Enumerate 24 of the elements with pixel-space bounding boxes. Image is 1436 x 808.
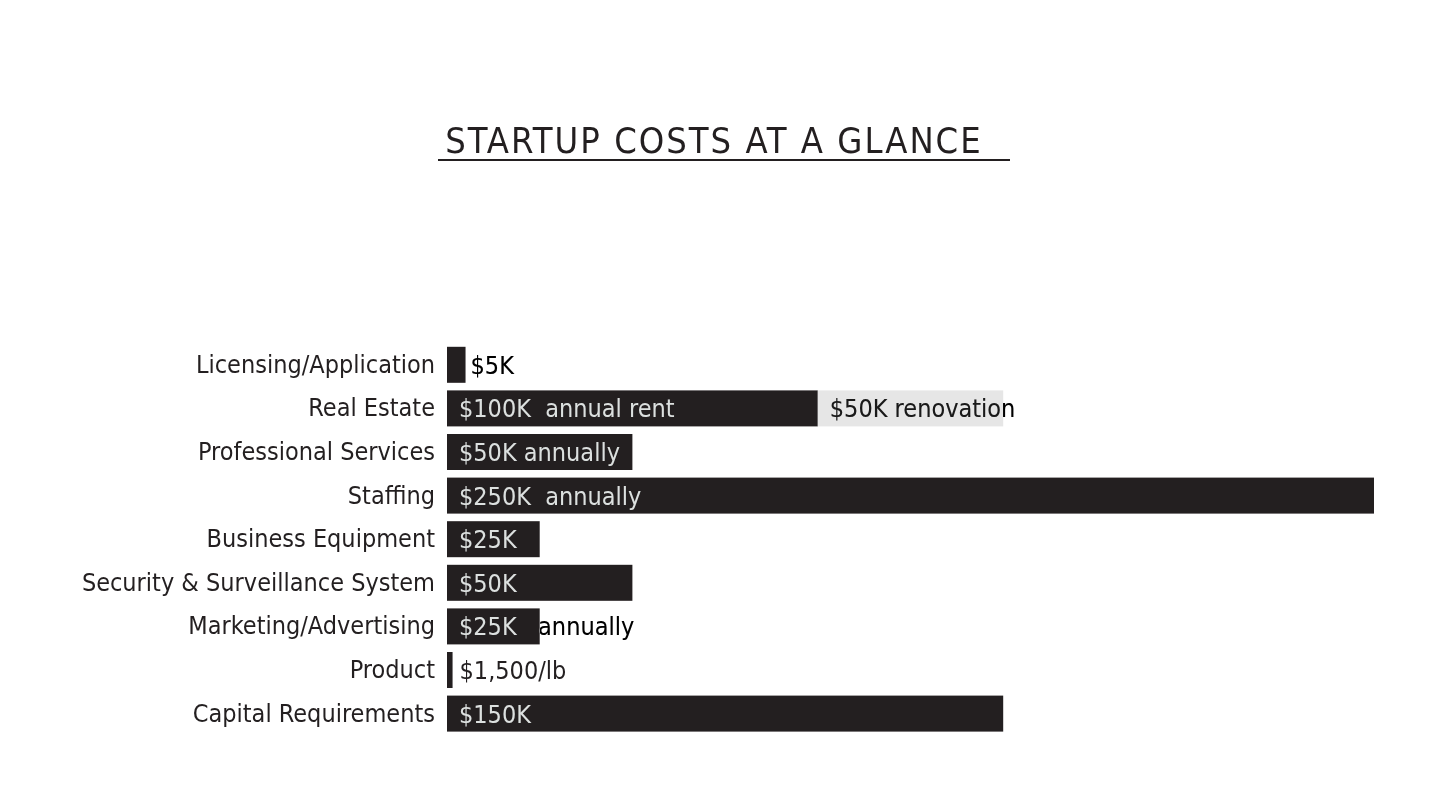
- bar: [447, 652, 453, 688]
- data-label: $150K: [459, 699, 533, 729]
- bar: [447, 346, 466, 383]
- data-label: $50K: [459, 568, 518, 598]
- y-tick-label: Marketing/Advertising: [188, 611, 435, 641]
- y-tick-label: Licensing/Application: [195, 349, 435, 379]
- y-tick-label: Security & Surveillance System: [81, 567, 435, 597]
- data-label: $50K annually: [459, 438, 620, 467]
- data-label: $50K renovation: [829, 394, 1016, 424]
- annotation: $1,500/lb: [459, 656, 567, 685]
- bar: [447, 564, 633, 601]
- y-tick-label: Business Equipment: [206, 524, 436, 554]
- chart-title: STARTUP COSTS AT A GLANCE: [445, 120, 983, 161]
- y-tick-label: Professional Services: [197, 437, 435, 466]
- y-tick-label: Staffing: [347, 480, 435, 510]
- data-label: $100K annual rent: [459, 394, 675, 424]
- data-label: $5K: [470, 350, 516, 380]
- data-label: $250K annually: [459, 481, 642, 511]
- data-label: $25K: [459, 525, 518, 555]
- y-tick-label: Capital Requirements: [192, 698, 435, 728]
- bar: [447, 477, 1374, 514]
- y-tick-label: Real Estate: [308, 393, 435, 423]
- bar: [447, 695, 1004, 732]
- y-tick-label: Product: [349, 655, 436, 684]
